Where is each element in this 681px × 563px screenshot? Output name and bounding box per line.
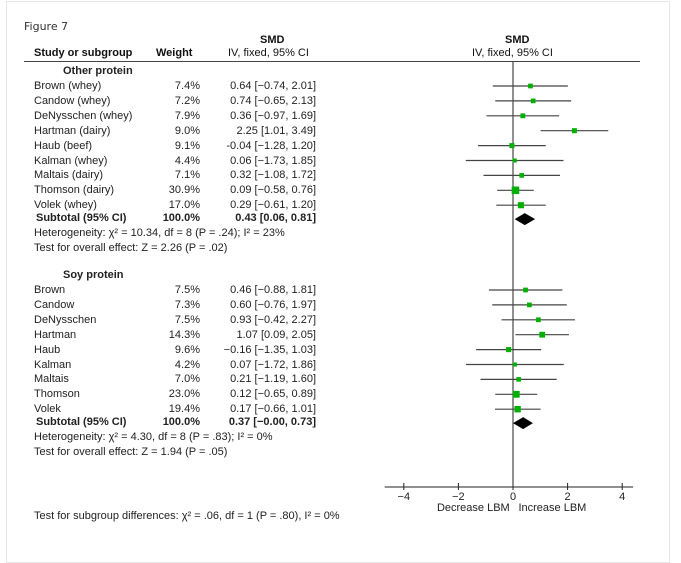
- study-weight: 17.0%: [168, 199, 200, 212]
- overall-effect-test: Test for overall effect: Z = 2.26 (P = .…: [34, 242, 228, 255]
- study-name: Haub (beef): [34, 139, 93, 152]
- subtotal-smd-ci: 0.43 [0.06, 0.81]: [235, 212, 316, 225]
- study-weight: 7.4%: [174, 80, 200, 92]
- subgroup-heading: Soy protein: [63, 269, 124, 281]
- heterogeneity-stat: Heterogeneity: χ² = 4.30, df = 8 (P = .8…: [34, 431, 273, 444]
- study-smd-ci: 1.07 [0.09, 2.05]: [236, 328, 316, 341]
- weight-column-header: Weight: [156, 47, 193, 59]
- study-weight: 7.9%: [174, 109, 200, 122]
- study-name: Hartman: [34, 328, 77, 341]
- study-name: Candow: [34, 298, 75, 311]
- study-smd-ci: 0.17 [−0.66, 1.01]: [230, 403, 316, 416]
- study-name: Brown: [34, 284, 66, 296]
- study-weight: 4.4%: [174, 154, 200, 167]
- study-smd-ci: 0.74 [−0.65, 2.13]: [230, 94, 316, 107]
- study-name: DeNysschen (whey): [34, 109, 133, 122]
- study-weight: 7.5%: [174, 284, 200, 296]
- study-name: Thomson: [34, 388, 80, 401]
- subtotal-label: Subtotal (95% CI): [36, 212, 127, 225]
- study-weight: 7.5%: [174, 313, 200, 326]
- study-weight: 9.1%: [174, 139, 200, 152]
- study-smd-ci: 0.60 [−0.76, 1.97]: [230, 298, 316, 311]
- subgroup-heading: Other protein: [63, 65, 133, 77]
- study-weight: 9.6%: [174, 343, 200, 356]
- study-smd-ci: 2.25 [1.01, 3.49]: [236, 124, 316, 137]
- study-weight: 7.2%: [174, 94, 200, 107]
- subtotal-weight: 100.0%: [162, 212, 200, 225]
- subgroup-difference-test: Test for subgroup differences: χ² = .06,…: [34, 510, 340, 522]
- study-name: Hartman (dairy): [34, 124, 111, 137]
- plot-smd-subtitle: IV, fixed, 95% CI: [472, 47, 553, 59]
- study-weight: 7.3%: [174, 298, 200, 311]
- smd-column-subtitle: IV, fixed, 95% CI: [228, 47, 309, 59]
- study-column-header: Study or subgroup: [34, 47, 133, 59]
- study-name: Volek: [34, 403, 61, 416]
- study-name: Volek (whey): [34, 199, 97, 212]
- study-smd-ci: 0.09 [−0.58, 0.76]: [230, 184, 316, 197]
- overall-effect-test: Test for overall effect: Z = 1.94 (P = .…: [34, 446, 228, 459]
- figure-frame: [6, 1, 670, 563]
- study-smd-ci: 0.29 [−0.61, 1.20]: [230, 199, 316, 212]
- heterogeneity-stat: Heterogeneity: χ² = 10.34, df = 8 (P = .…: [34, 227, 285, 240]
- plot-smd-title: SMD: [505, 34, 530, 46]
- study-smd-ci: 0.64 [−0.74, 2.01]: [230, 80, 316, 92]
- study-name: Kalman (whey): [34, 154, 108, 167]
- study-name: Thomson (dairy): [34, 184, 115, 197]
- study-smd-ci: 0.46 [−0.88, 1.81]: [230, 284, 316, 296]
- smd-column-title: SMD: [260, 34, 285, 46]
- study-weight: 7.1%: [174, 169, 200, 182]
- study-smd-ci: −0.16 [−1.35, 1.03]: [223, 343, 316, 356]
- study-smd-ci: 0.07 [−1.72, 1.86]: [230, 358, 316, 371]
- study-smd-ci: 0.36 [−0.97, 1.69]: [230, 109, 316, 122]
- study-weight: 9.0%: [174, 124, 200, 137]
- study-name: Haub: [34, 343, 61, 356]
- study-name: Maltais: [34, 373, 69, 386]
- study-weight: 19.4%: [168, 403, 200, 416]
- study-smd-ci: -0.04 [−1.28, 1.20]: [226, 139, 316, 152]
- study-smd-ci: 0.06 [−1.73, 1.85]: [230, 154, 316, 167]
- study-weight: 4.2%: [174, 358, 200, 371]
- subtotal-label: Subtotal (95% CI): [36, 416, 127, 429]
- subtotal-weight: 100.0%: [162, 416, 200, 429]
- study-smd-ci: 0.93 [−0.42, 2.27]: [230, 313, 316, 326]
- study-weight: 7.0%: [174, 373, 200, 386]
- study-smd-ci: 0.32 [−1.08, 1.72]: [230, 169, 316, 182]
- header-rule: [24, 61, 640, 62]
- study-name: Maltais (dairy): [34, 169, 104, 182]
- study-smd-ci: 0.21 [−1.19, 1.60]: [230, 373, 316, 386]
- study-name: DeNysschen: [34, 313, 97, 326]
- study-weight: 30.9%: [168, 184, 200, 197]
- study-weight: 14.3%: [168, 328, 200, 341]
- study-smd-ci: 0.12 [−0.65, 0.89]: [230, 388, 316, 401]
- study-weight: 23.0%: [168, 388, 200, 401]
- figure-label: Figure 7: [24, 20, 69, 33]
- study-name: Kalman: [34, 358, 72, 371]
- study-name: Brown (whey): [34, 80, 102, 92]
- study-name: Candow (whey): [34, 94, 111, 107]
- subtotal-smd-ci: 0.37 [−0.00, 0.73]: [228, 416, 316, 429]
